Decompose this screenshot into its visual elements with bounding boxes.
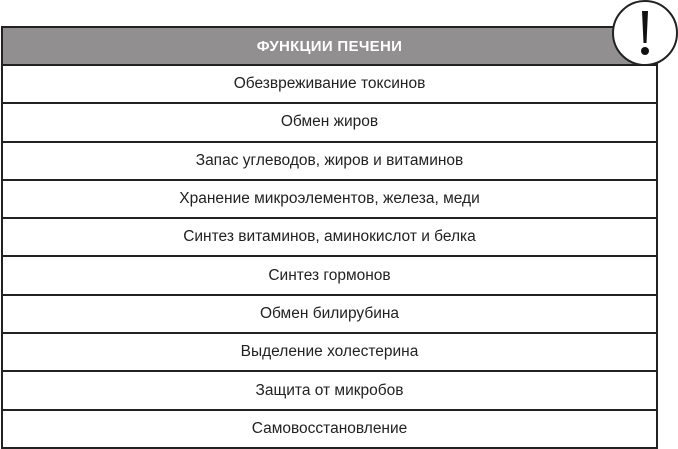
table-row: Защита от микробов [3, 372, 656, 411]
table-row: Хранение микроэлементов, железа, меди [3, 181, 656, 220]
table-row: Запас углеводов, жиров и витаминов [3, 143, 656, 181]
table-row: Обмен билирубина [3, 296, 656, 335]
table-header: ФУНКЦИИ ПЕЧЕНИ [3, 28, 656, 66]
table-row: Обезвреживание токсинов [3, 66, 656, 105]
table-row: Выделение холестерина [3, 334, 656, 373]
exclamation-icon [612, 0, 678, 66]
table-row: Самовосстановление [3, 411, 656, 449]
table-row: Синтез гормонов [3, 257, 656, 296]
table-row: Обмен жиров [3, 104, 656, 143]
table-row: Синтез витаминов, аминокислот и белка [3, 219, 656, 258]
liver-functions-table: ФУНКЦИИ ПЕЧЕНИ Обезвреживание токсинов Об… [1, 26, 658, 449]
